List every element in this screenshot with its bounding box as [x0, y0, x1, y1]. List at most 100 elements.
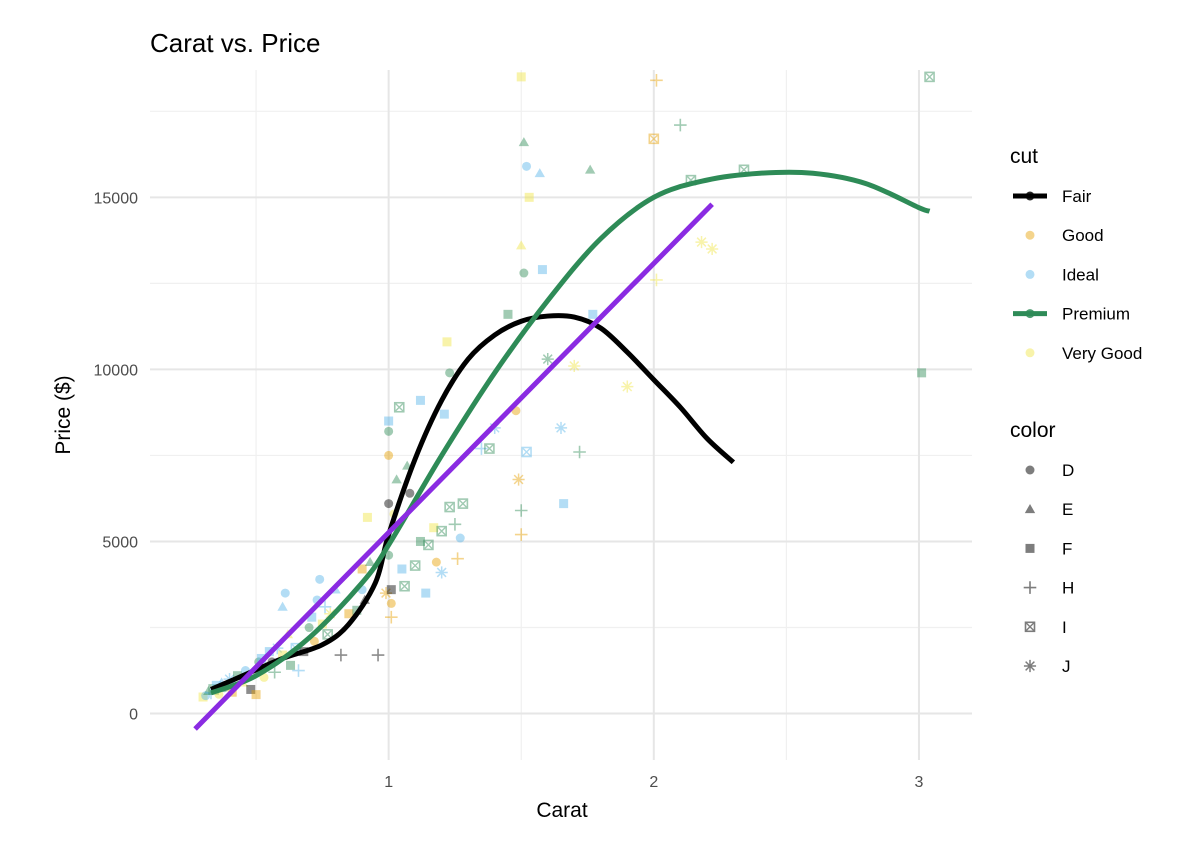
data-point: [364, 556, 376, 567]
data-point: [201, 691, 211, 701]
data-point: [384, 450, 394, 460]
y-tick-label: 5000: [102, 534, 138, 551]
data-point: [503, 309, 513, 319]
data-point: [584, 164, 596, 174]
data-point: [397, 564, 407, 574]
data-point: [431, 557, 441, 567]
data-point: [439, 409, 449, 419]
data-point: [917, 368, 927, 378]
data-point: [448, 517, 462, 531]
legend-key-shape: [1023, 581, 1037, 594]
data-point: [344, 609, 354, 619]
x-axis-label: Carat: [536, 799, 588, 822]
data-point: [307, 612, 317, 622]
y-tick-label: 0: [129, 707, 138, 724]
legend-title: cut: [1010, 145, 1038, 168]
data-point: [621, 380, 634, 393]
legend-entry-label: D: [1062, 461, 1074, 480]
data-point: [512, 473, 525, 486]
data-point: [706, 242, 719, 256]
data-point: [268, 665, 281, 679]
data-point: [246, 684, 256, 694]
data-point: [371, 648, 385, 662]
x-tick-label: 2: [649, 774, 658, 791]
data-point: [286, 660, 296, 670]
data-point: [421, 588, 431, 598]
data-point: [435, 566, 448, 579]
grid: [150, 70, 972, 760]
data-point: [650, 74, 663, 87]
y-axis-label: Price ($): [52, 375, 75, 454]
legend-entry-label: I: [1062, 618, 1067, 637]
data-point: [315, 574, 325, 584]
legend-key-shape: [1025, 465, 1035, 475]
data-point: [324, 607, 337, 620]
data-point: [318, 600, 332, 614]
data-point: [384, 499, 394, 509]
data-point: [386, 585, 396, 595]
data-point: [292, 664, 305, 677]
data-point: [436, 525, 447, 537]
data-point: [451, 552, 464, 565]
data-point: [198, 692, 208, 702]
data-point: [304, 623, 314, 633]
data-point: [357, 564, 367, 574]
data-point: [554, 421, 568, 434]
data-point: [588, 309, 598, 319]
data-point: [924, 71, 935, 83]
chart-title: Carat vs. Price: [150, 28, 321, 58]
data-point: [409, 560, 421, 571]
data-point: [455, 533, 465, 543]
legend-key-point: [1025, 348, 1035, 358]
data-point: [379, 587, 393, 600]
fair-line: [209, 313, 736, 692]
legend-key-shape: [1025, 543, 1035, 553]
x-tick-label: 3: [915, 774, 924, 791]
data-point: [386, 598, 396, 608]
data-point: [519, 268, 529, 278]
data-point: [537, 265, 547, 275]
data-point: [475, 442, 488, 455]
legend-key-shape: [1024, 504, 1036, 514]
data-point: [442, 337, 452, 347]
data-point: [384, 426, 394, 436]
data-point: [484, 443, 495, 454]
legend-key-point: [1025, 191, 1035, 201]
legend-key-point: [1025, 309, 1035, 319]
data-point: [518, 137, 530, 147]
data-point: [521, 446, 532, 458]
legend-entry-label: Premium: [1062, 305, 1130, 324]
data-point: [277, 601, 288, 611]
legend-key-point: [1025, 230, 1035, 240]
legend-entry-label: E: [1062, 500, 1073, 519]
data-point: [334, 648, 348, 662]
legend-key-point: [1025, 269, 1035, 279]
legend: cut Fair Good Ideal Premium Very Good color D E F…: [1010, 145, 1142, 676]
data-point: [405, 488, 415, 498]
data-point: [514, 528, 528, 541]
data-point: [444, 501, 455, 513]
legend-key-shape: [1024, 621, 1036, 633]
points: [198, 71, 935, 702]
data-point: [541, 353, 554, 366]
data-point: [384, 610, 398, 624]
data-point: [573, 445, 586, 459]
trend-lines: [193, 169, 931, 731]
data-point: [251, 690, 261, 700]
legend-entry-label: Ideal: [1062, 265, 1099, 284]
data-point: [674, 118, 687, 132]
legend-entry-label: H: [1062, 579, 1074, 598]
data-point: [648, 133, 660, 145]
linear-fit-line: [193, 202, 714, 731]
data-point: [309, 636, 319, 646]
legend-key-shape: [1023, 659, 1037, 673]
data-point: [203, 685, 214, 696]
data-point: [516, 240, 527, 250]
data-point: [278, 650, 288, 660]
axes: 1 2 3 0 5000 10000 15000: [94, 190, 924, 791]
data-point: [534, 168, 545, 178]
data-point: [415, 536, 425, 546]
legend-title: color: [1010, 419, 1056, 442]
